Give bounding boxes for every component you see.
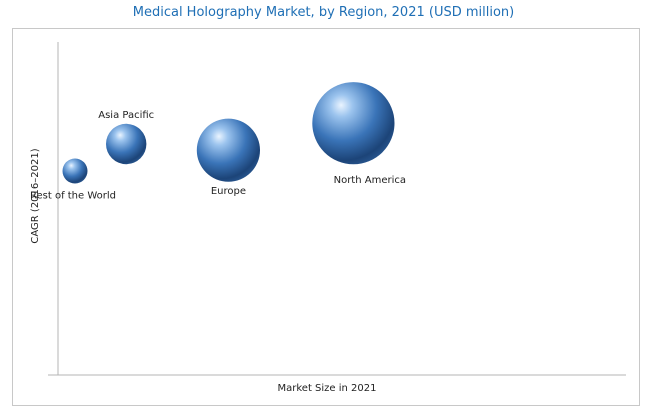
chart-frame <box>12 28 640 406</box>
bubble-label-europe: Europe <box>211 186 246 197</box>
chart-title: Medical Holography Market, by Region, 20… <box>132 5 515 20</box>
bubbles-group: Rest of the World Asia Pacific Europe North… <box>30 82 406 202</box>
bubble-label-north-america: North America <box>334 175 406 186</box>
y-axis-title: CAGR (2016–2021) <box>30 148 41 243</box>
bubble-rest-of-the-world <box>62 158 88 184</box>
bubble-label-rest-of-the-world: Rest of the World <box>30 191 116 202</box>
x-axis-title: Market Size in 2021 <box>277 383 376 394</box>
bubble-north-america <box>312 82 395 165</box>
bubble-europe <box>196 118 260 182</box>
bubble-label-asia-pacific: Asia Pacific <box>98 110 154 121</box>
bubble-asia-pacific <box>106 123 147 165</box>
